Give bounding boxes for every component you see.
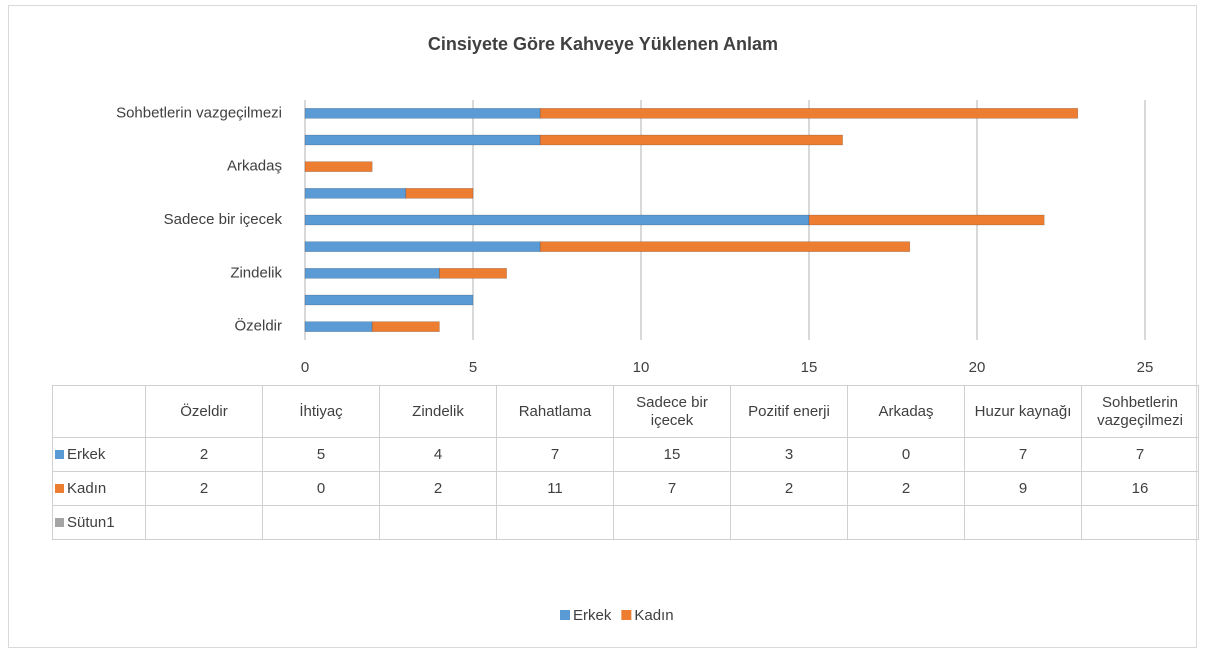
table-cell <box>262 505 380 540</box>
bar <box>405 188 474 199</box>
chart-title: Cinsiyete Göre Kahveye Yüklenen Anlam <box>428 34 778 54</box>
x-tick-label: 20 <box>969 359 986 376</box>
table-row: Erkek 2 5 4 7 15 3 0 7 7 <box>52 437 1199 472</box>
table-cell: 7 <box>1081 437 1199 472</box>
table-cell <box>964 505 1082 540</box>
y-tick-label: Arkadaş <box>227 158 282 175</box>
bar <box>304 294 474 306</box>
y-tick-label: Sadece bir içecek <box>164 211 283 228</box>
bar <box>304 108 541 119</box>
bar <box>539 108 1079 119</box>
bar <box>304 268 440 279</box>
series-name: Sütun1 <box>67 513 115 531</box>
table-row-label: Erkek <box>52 437 146 472</box>
bar <box>539 241 911 252</box>
legend-swatch <box>621 610 632 620</box>
table-header-cell: Zindelik <box>379 385 497 438</box>
table-row: Kadın 2 0 2 11 7 2 2 9 16 <box>52 471 1199 506</box>
data-table: Özeldir İhtiyaç Zindelik Rahatlama Sadece bi… <box>52 385 1199 540</box>
table-cell: 15 <box>613 437 731 472</box>
legend-swatch <box>55 517 64 527</box>
legend-label: Erkek <box>573 607 612 624</box>
table-cell: 9 <box>964 471 1082 506</box>
table-header-cell: Sohbetlerin vazgeçilmezi <box>1081 385 1199 438</box>
table-cell: 7 <box>964 437 1082 472</box>
bar <box>539 134 843 146</box>
table-header-cell: Rahatlama <box>496 385 614 438</box>
table-cell <box>379 505 497 540</box>
x-tick-label: 10 <box>633 359 650 376</box>
y-tick-label: Sohbetlerin vazgeçilmezi <box>116 104 282 121</box>
bar <box>304 214 810 226</box>
table-header-row: Özeldir İhtiyaç Zindelik Rahatlama Sadece bi… <box>52 385 1199 438</box>
table-corner <box>52 385 146 438</box>
bar <box>304 161 373 172</box>
bar <box>304 188 407 199</box>
bar <box>304 241 541 252</box>
table-row-label: Sütun1 <box>52 505 146 540</box>
y-tick-label: Zindelik <box>230 264 282 281</box>
table-cell: 4 <box>379 437 497 472</box>
table-cell: 16 <box>1081 471 1199 506</box>
table-cell: 2 <box>847 471 965 506</box>
legend-swatch <box>55 483 64 493</box>
series-name: Kadın <box>67 479 107 497</box>
legend-swatch <box>560 610 570 620</box>
table-cell: 2 <box>379 471 497 506</box>
table-cell: 0 <box>262 471 380 506</box>
table-cell: 5 <box>262 437 380 472</box>
table-cell <box>145 505 263 540</box>
table-cell: 3 <box>730 437 848 472</box>
table-cell: 7 <box>496 437 614 472</box>
series-name: Erkek <box>67 445 106 463</box>
table-cell <box>847 505 965 540</box>
table-header-cell: Sadece bir içecek <box>613 385 731 438</box>
table-row-label: Kadın <box>52 471 146 506</box>
bar <box>304 134 541 146</box>
table-cell <box>613 505 731 540</box>
table-cell <box>496 505 614 540</box>
table-header-cell: Pozitif enerji <box>730 385 848 438</box>
table-header-cell: Arkadaş <box>847 385 965 438</box>
x-tick-label: 0 <box>301 359 309 376</box>
y-tick-label: Özeldir <box>234 317 282 335</box>
bar <box>304 321 373 332</box>
x-tick-label: 25 <box>1137 359 1154 376</box>
legend-label: Kadın <box>634 607 673 624</box>
table-cell: 11 <box>496 471 614 506</box>
table-row: Sütun1 <box>52 505 1199 540</box>
bar <box>439 268 507 279</box>
x-tick-label: 5 <box>469 359 477 376</box>
bar <box>808 214 1045 226</box>
bar <box>371 321 440 332</box>
table-header-cell: Huzur kaynağı <box>964 385 1082 438</box>
table-header-cell: Özeldir <box>145 385 263 438</box>
x-tick-label: 15 <box>801 359 818 376</box>
table-cell <box>1081 505 1199 540</box>
table-cell <box>730 505 848 540</box>
table-cell: 2 <box>145 471 263 506</box>
table-cell: 7 <box>613 471 731 506</box>
legend-swatch <box>55 449 64 459</box>
table-cell: 2 <box>145 437 263 472</box>
chart-frame <box>8 5 1197 648</box>
table-header-cell: İhtiyaç <box>262 385 380 438</box>
table-cell: 0 <box>847 437 965 472</box>
table-cell: 2 <box>730 471 848 506</box>
